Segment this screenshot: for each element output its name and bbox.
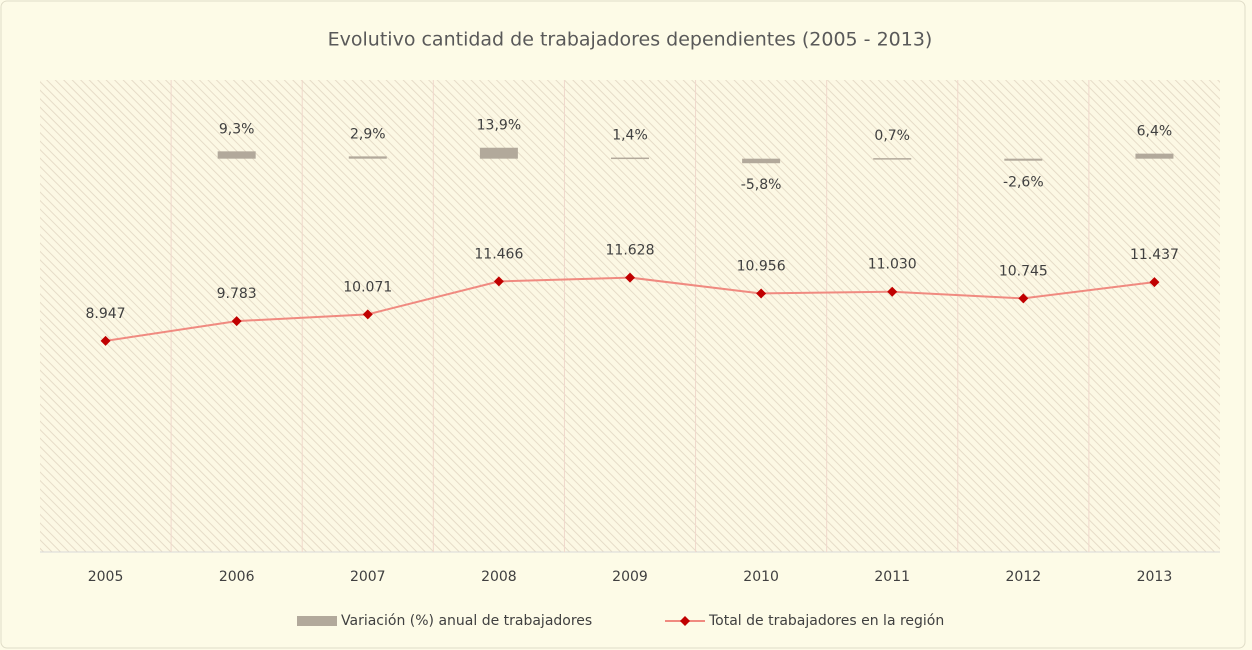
line-value-label: 11.030 bbox=[868, 257, 917, 273]
line-value-label: 11.437 bbox=[1130, 247, 1179, 263]
legend-marker bbox=[680, 616, 690, 626]
chart-title: Evolutivo cantidad de trabajadores depen… bbox=[328, 29, 933, 51]
line-marker bbox=[625, 272, 635, 283]
plot-area bbox=[40, 80, 1220, 552]
legend-swatch bbox=[297, 616, 337, 626]
x-tick-label: 2005 bbox=[88, 569, 124, 585]
x-tick-label: 2010 bbox=[743, 569, 779, 585]
bar-value-label: 2,9% bbox=[350, 126, 386, 142]
x-tick-label: 2006 bbox=[219, 569, 255, 585]
x-tick-label: 2013 bbox=[1137, 569, 1173, 585]
line-value-label: 10.071 bbox=[343, 279, 392, 295]
line-value-label: 11.628 bbox=[606, 243, 655, 259]
bar bbox=[1135, 153, 1174, 159]
legend-label: Total de trabajadores en la región bbox=[708, 613, 944, 629]
bar-value-label: 9,3% bbox=[219, 121, 255, 137]
bar bbox=[742, 158, 781, 164]
line-marker bbox=[231, 316, 242, 327]
x-tick-label: 2007 bbox=[350, 569, 386, 585]
bar bbox=[217, 151, 256, 159]
line-marker bbox=[362, 309, 373, 320]
line-marker bbox=[493, 276, 504, 287]
line-marker bbox=[887, 286, 898, 297]
bar bbox=[611, 157, 649, 160]
line-marker bbox=[1149, 277, 1160, 288]
line-value-label: 9.783 bbox=[217, 286, 257, 302]
line-marker bbox=[1018, 293, 1029, 304]
x-tick-label: 2009 bbox=[612, 569, 648, 585]
line-value-label: 10.745 bbox=[999, 263, 1048, 279]
bar-value-label: 13,9% bbox=[477, 118, 521, 134]
bar-value-label: -2,6% bbox=[1003, 175, 1044, 191]
line-value-label: 11.466 bbox=[474, 246, 523, 262]
x-tick-label: 2011 bbox=[874, 569, 910, 585]
line-value-label: 10.956 bbox=[737, 258, 786, 274]
line-marker bbox=[756, 288, 767, 299]
bar bbox=[873, 158, 912, 160]
line-value-label: 8.947 bbox=[86, 306, 126, 322]
legend-label: Variación (%) anual de trabajadores bbox=[341, 613, 592, 629]
bar-value-label: -5,8% bbox=[741, 177, 782, 193]
x-tick-label: 2008 bbox=[481, 569, 517, 585]
bar-value-label: 6,4% bbox=[1137, 124, 1173, 140]
bar-value-label: 1,4% bbox=[612, 128, 648, 144]
bar bbox=[348, 156, 387, 159]
line-marker bbox=[100, 335, 111, 346]
x-tick-label: 2012 bbox=[1006, 569, 1042, 585]
bar bbox=[479, 147, 518, 159]
bar bbox=[1004, 158, 1043, 161]
bar-value-label: 0,7% bbox=[874, 128, 910, 144]
